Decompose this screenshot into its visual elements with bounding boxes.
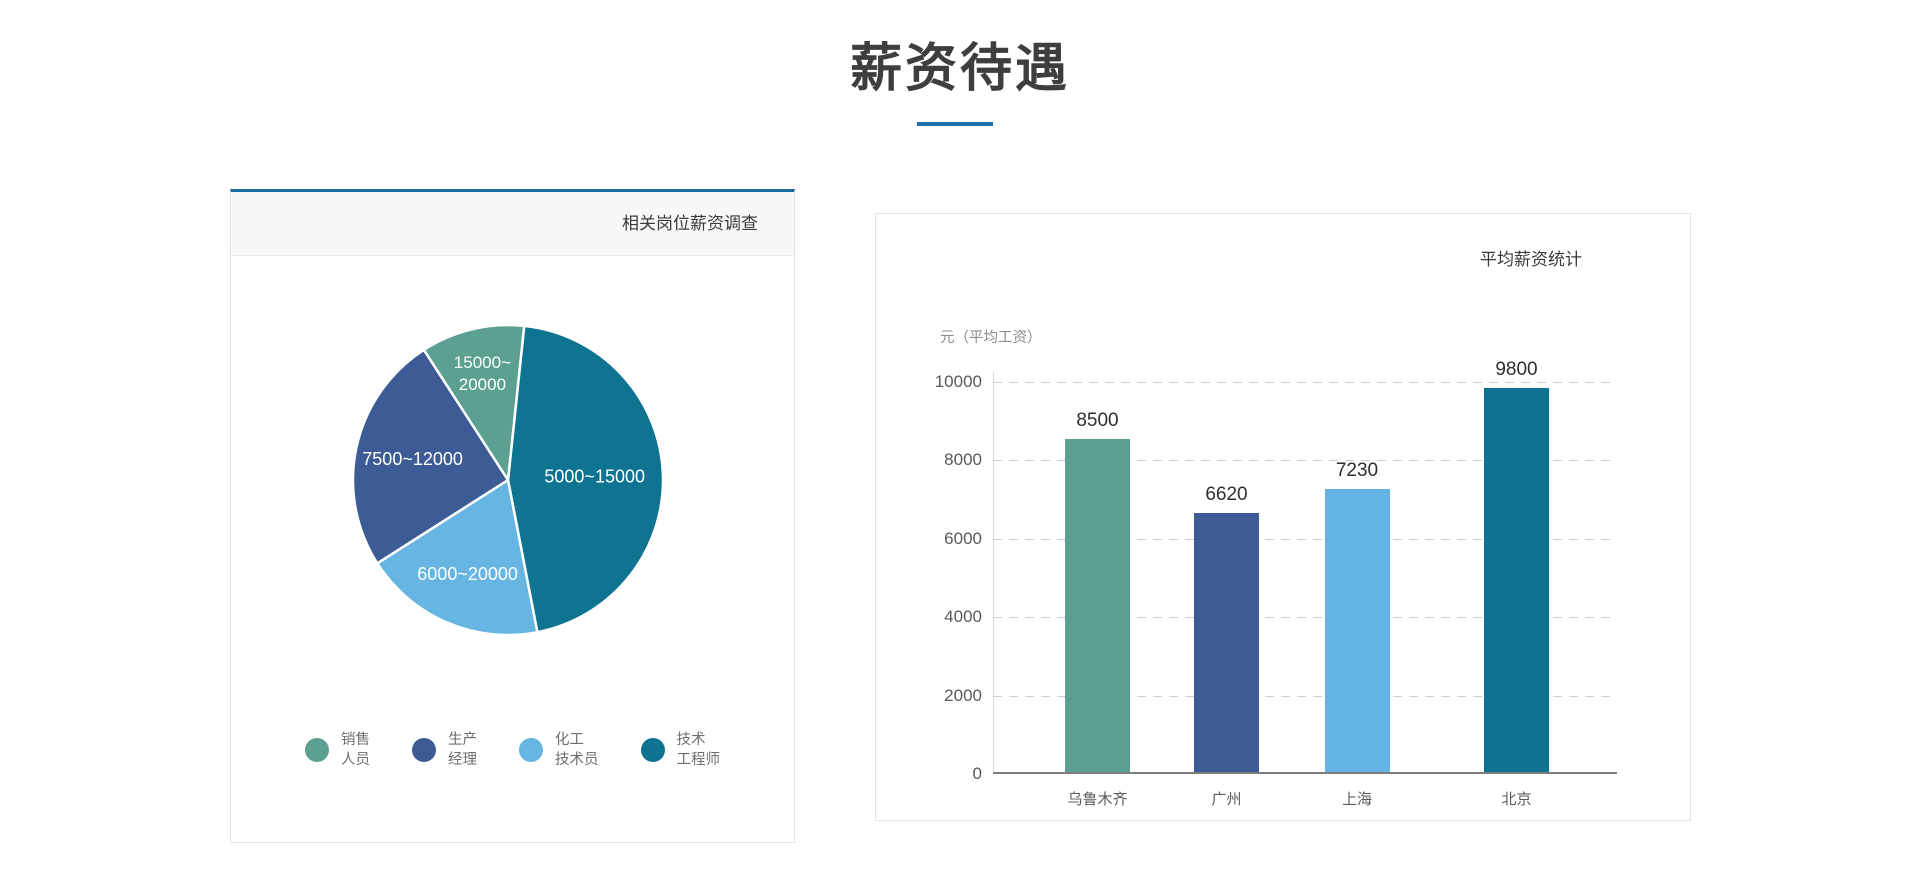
gridline-4000 <box>993 617 1617 619</box>
legend-label: 生产 经理 <box>448 732 477 768</box>
legend-item-技术工程师[interactable]: 技术 工程师 <box>640 730 721 770</box>
legend-color-dot <box>640 738 665 762</box>
y-tick-label-4000: 4000 <box>944 607 982 627</box>
gridline-10000 <box>993 382 1617 383</box>
bar-value-label: 7230 <box>1335 459 1379 481</box>
pie-slice-label: 5000~15000 <box>544 466 645 486</box>
x-axis-label-广州: 广州 <box>1211 791 1242 808</box>
gridline-2000 <box>993 695 1617 697</box>
y-tick-label-10000: 10000 <box>934 372 982 391</box>
legend-label: 销售 人员 <box>341 732 370 768</box>
pie-slice-5000~15000[interactable] <box>506 324 665 634</box>
gridline-6000 <box>993 538 1617 540</box>
y-tick-label-6000: 6000 <box>944 528 982 548</box>
bar-chart-card: 平均薪资统计 元（平均工资） 0 2000 4000 6000 8000 10000 850… <box>875 213 1691 821</box>
pie-card-header: 相关岗位薪资调查 <box>231 192 794 256</box>
x-axis-label-北京: 北京 <box>1501 791 1532 808</box>
pie-chart: 5000~15000 6000~20000 7500~12000 15000~ 2000… <box>351 323 665 637</box>
pie-legend: 销售 人员 生产 经理 化工 技术员 技术 工程师 <box>231 730 794 770</box>
pie-slice-6000~20000[interactable] <box>376 478 539 637</box>
bar-北京[interactable] <box>1484 387 1549 772</box>
legend-item-化工技术员[interactable]: 化工 技术员 <box>519 730 599 770</box>
x-axis-label-上海: 上海 <box>1341 791 1372 808</box>
legend-color-dot <box>305 738 329 762</box>
pie-slice-label: 7500~12000 <box>362 449 463 469</box>
pie-slice-15000~20000[interactable] <box>422 323 526 482</box>
pie-chart-title: 相关岗位薪资调查 <box>622 214 758 233</box>
bar-乌鲁木齐[interactable] <box>1065 438 1130 772</box>
title-underline-accent <box>917 122 993 126</box>
pie-slice-label: 6000~20000 <box>417 564 518 584</box>
bar-广州[interactable] <box>1194 512 1259 772</box>
bar-value-label: 9800 <box>1495 358 1538 380</box>
pie-slice-label: 15000~ 20000 <box>454 353 511 394</box>
bar-上海[interactable] <box>1324 488 1390 772</box>
bar-chart-title: 平均薪资统计 <box>1480 250 1582 269</box>
y-axis-line <box>993 372 994 774</box>
bar-value-label: 8500 <box>1076 409 1119 431</box>
bar-value-label: 6620 <box>1205 483 1248 505</box>
gridline-8000 <box>993 460 1617 462</box>
legend-label: 化工 技术员 <box>555 732 599 768</box>
x-axis-label-乌鲁木齐: 乌鲁木齐 <box>1067 791 1128 808</box>
pie-chart-card: 相关岗位薪资调查 5000~15000 6000~20000 7500~12000 1… <box>230 189 795 843</box>
y-tick-label-8000: 8000 <box>944 450 982 470</box>
legend-item-生产经理[interactable]: 生产 经理 <box>412 730 477 770</box>
y-tick-label-2000: 2000 <box>944 685 982 705</box>
page-title: 薪资待遇 <box>849 40 1070 98</box>
legend-color-dot <box>412 738 436 762</box>
legend-item-销售人员[interactable]: 销售 人员 <box>305 730 370 770</box>
bar-chart-plot: 0 2000 4000 6000 8000 10000 8500 乌鲁木齐 6620 广州 7230… <box>935 359 1617 808</box>
x-axis-line <box>993 772 1617 774</box>
y-axis-unit-label: 元（平均工资） <box>940 330 1042 346</box>
legend-label: 技术 工程师 <box>676 732 721 768</box>
pie-slice-7500~12000[interactable] <box>351 348 510 565</box>
y-tick-label-0: 0 <box>972 764 982 783</box>
legend-color-dot <box>519 738 543 762</box>
